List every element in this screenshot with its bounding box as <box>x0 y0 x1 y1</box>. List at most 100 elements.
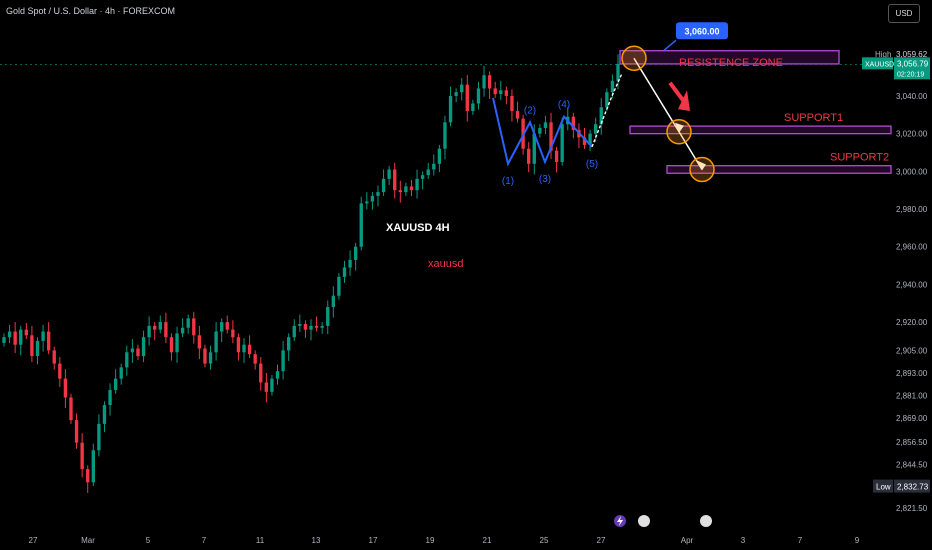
low-label: Low <box>876 483 891 492</box>
candle-body <box>186 318 190 328</box>
low-label-box <box>873 479 893 493</box>
candle-body <box>448 95 453 123</box>
candle-body <box>588 133 592 145</box>
candle-body <box>326 307 330 326</box>
price-tick-label: 3,000.00 <box>896 167 928 176</box>
candle-body <box>281 350 285 372</box>
price-tick-label: 3,020.00 <box>896 130 928 139</box>
candle-body <box>158 322 162 330</box>
price-tick-label: 2,893.00 <box>896 369 928 378</box>
time-tick-label: 19 <box>426 536 435 545</box>
target-circle <box>666 119 692 145</box>
candle-body <box>493 88 497 95</box>
candle-body <box>208 352 213 364</box>
support2-zone <box>666 165 892 174</box>
price-tick-label: 2,821.50 <box>896 504 928 513</box>
candle-body <box>510 95 514 112</box>
candle-body <box>91 450 95 483</box>
candle-body <box>292 325 296 338</box>
projection-path <box>633 57 703 170</box>
red-arrowhead <box>678 90 690 112</box>
candle-body <box>147 325 151 338</box>
candle-body <box>616 63 620 81</box>
low-value-box <box>894 479 930 493</box>
time-tick-label: Mar <box>81 536 95 545</box>
candle-body <box>532 133 536 164</box>
candle-body <box>225 322 229 330</box>
candle-body <box>275 371 280 379</box>
target-circle <box>621 45 647 72</box>
time-tick-label: 27 <box>597 536 606 545</box>
target-circle <box>689 156 715 183</box>
candle-body <box>80 442 84 470</box>
candle-body <box>527 148 531 164</box>
resistance-label: RESISTENCE ZONE <box>679 57 783 69</box>
candle-body <box>543 122 548 128</box>
current-price-box <box>894 57 930 80</box>
levels-layer: RESISTENCE ZONE SUPPORT1 SUPPORT2 <box>619 50 892 174</box>
countdown: 02:20:19 <box>897 71 924 78</box>
time-tick-label: 11 <box>256 536 265 545</box>
candle-body <box>582 137 587 145</box>
candle-body <box>30 335 34 357</box>
candle-body <box>41 331 45 341</box>
time-tick-label: Apr <box>681 536 694 545</box>
time-tick-label: 9 <box>855 536 860 545</box>
currency-button[interactable]: USD <box>888 4 920 23</box>
candle-body <box>63 378 68 398</box>
candle-body <box>298 324 302 326</box>
candle-body <box>19 329 23 345</box>
candle-body <box>393 169 397 191</box>
chart-label: XAUUSD 4H <box>386 222 450 234</box>
candle-body <box>7 331 12 338</box>
candle-body <box>125 352 129 368</box>
candle-body <box>270 378 274 392</box>
low-value: 2,832.73 <box>897 483 929 492</box>
candle-body <box>130 348 135 353</box>
price-tick-label: 2,980.00 <box>896 205 928 214</box>
candle-body <box>331 295 336 308</box>
current-symbol-box <box>862 57 893 70</box>
wave-label: (5) <box>586 159 598 170</box>
candle-body <box>549 122 553 151</box>
time-tick-label: 21 <box>483 536 492 545</box>
time-tick-label: 7 <box>202 536 207 545</box>
price-tick-label: 2,844.50 <box>896 460 928 469</box>
candle-body <box>236 337 241 353</box>
wave-extension-line <box>591 73 623 148</box>
candle-body <box>599 107 603 125</box>
projection-arrowhead <box>697 160 706 171</box>
candle-body <box>119 367 123 379</box>
candle-body <box>303 324 308 330</box>
candle-body <box>52 350 56 364</box>
candle-body <box>164 322 168 338</box>
candle-body <box>113 378 118 390</box>
candle-body <box>2 337 6 343</box>
candle-body <box>415 178 419 191</box>
current-symbol: XAUUSD <box>865 61 894 68</box>
candle-body <box>610 80 615 93</box>
wave-label: (3) <box>539 174 551 185</box>
price-axis: 3,040.00 3,020.00 3,000.00 2,980.00 2,960.00… <box>29 50 930 545</box>
candle-body <box>259 363 263 383</box>
candle-body <box>404 186 408 193</box>
candle-body <box>141 337 146 357</box>
current-value: 3,056.79 <box>897 59 929 68</box>
candle-body <box>203 348 207 364</box>
high-label: High <box>875 50 891 59</box>
candles-layer <box>2 54 620 493</box>
high-value: 3,059.62 <box>896 50 928 59</box>
candle-body <box>231 329 235 338</box>
candle-body <box>381 178 386 193</box>
target-tag-text: 3,060.00 <box>684 26 719 36</box>
us-flag-icon <box>700 515 712 527</box>
time-tick-label: 27 <box>29 536 38 545</box>
candle-body <box>554 150 559 162</box>
candle-body <box>69 397 73 421</box>
candle-body <box>13 331 17 345</box>
candle-body <box>443 122 447 149</box>
candle-body <box>242 344 246 353</box>
candle-body <box>437 148 442 164</box>
candle-body <box>571 116 576 130</box>
